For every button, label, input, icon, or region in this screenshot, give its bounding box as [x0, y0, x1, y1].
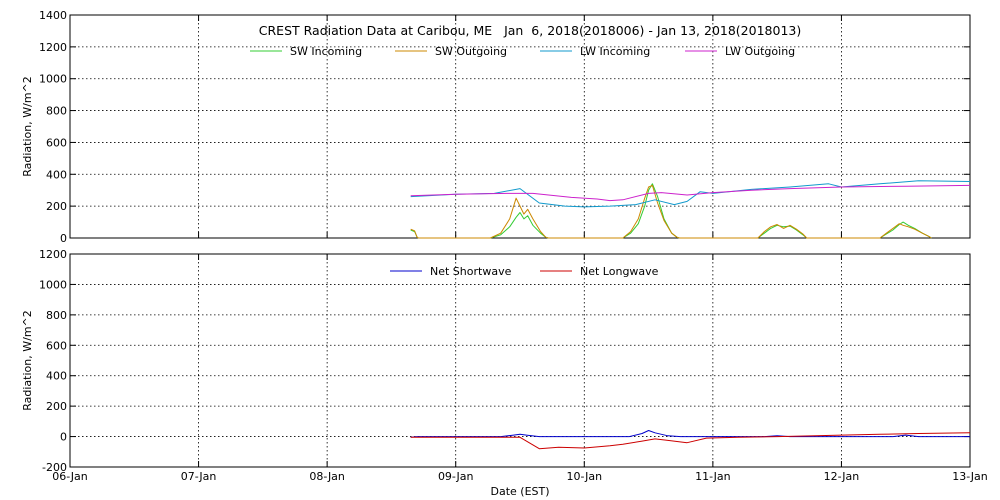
- series-line-net-longwave: [410, 432, 971, 450]
- y-tick-label: 1000: [39, 278, 67, 291]
- y-tick-label: 600: [46, 136, 67, 149]
- x-tick-label: 12-Jan: [824, 470, 860, 483]
- legend-label: Net Shortwave: [430, 265, 512, 278]
- plot-frame: [69, 253, 971, 468]
- legend-label: SW Incoming: [290, 45, 362, 58]
- y-tick-label: 0: [60, 431, 67, 444]
- x-tick-label: 07-Jan: [181, 470, 217, 483]
- legend-label: LW Outgoing: [725, 45, 795, 58]
- y-tick-label: 1000: [39, 73, 67, 86]
- series-line-sw-incoming: [410, 183, 932, 239]
- y-tick-label: -200: [42, 461, 67, 474]
- y-tick-label: 200: [46, 200, 67, 213]
- x-axis-label: Date (EST): [490, 485, 549, 498]
- legend-label: Net Longwave: [580, 265, 659, 278]
- series-line-sw-outgoing: [410, 184, 932, 239]
- x-tick-label: 10-Jan: [567, 470, 603, 483]
- y-axis-label: Radiation, W/m^2: [21, 76, 34, 177]
- y-tick-label: 400: [46, 370, 67, 383]
- y-tick-label: 200: [46, 400, 67, 413]
- y-tick-label: 400: [46, 168, 67, 181]
- y-axis-label: Radiation, W/m^2: [21, 310, 34, 411]
- x-tick-label: 13-Jan: [952, 470, 988, 483]
- legend-label: LW Incoming: [580, 45, 650, 58]
- y-tick-label: 600: [46, 339, 67, 352]
- x-tick-label: 11-Jan: [695, 470, 731, 483]
- series-line-lw-outgoing: [410, 184, 971, 202]
- x-tick-label: 08-Jan: [309, 470, 345, 483]
- chart-title: CREST Radiation Data at Caribou, ME Jan …: [259, 23, 801, 38]
- x-tick-label: 09-Jan: [438, 470, 474, 483]
- y-tick-label: 1200: [39, 41, 67, 54]
- series-line-net-shortwave: [410, 430, 970, 438]
- x-tick-label: 06-Jan: [52, 470, 88, 483]
- y-tick-label: 0: [60, 232, 67, 245]
- y-tick-label: 800: [46, 309, 67, 322]
- plot-frame: [69, 14, 971, 239]
- legend-label: SW Outgoing: [435, 45, 507, 58]
- y-tick-label: 1400: [39, 9, 67, 22]
- y-tick-label: 800: [46, 105, 67, 118]
- y-tick-label: 1200: [39, 248, 67, 261]
